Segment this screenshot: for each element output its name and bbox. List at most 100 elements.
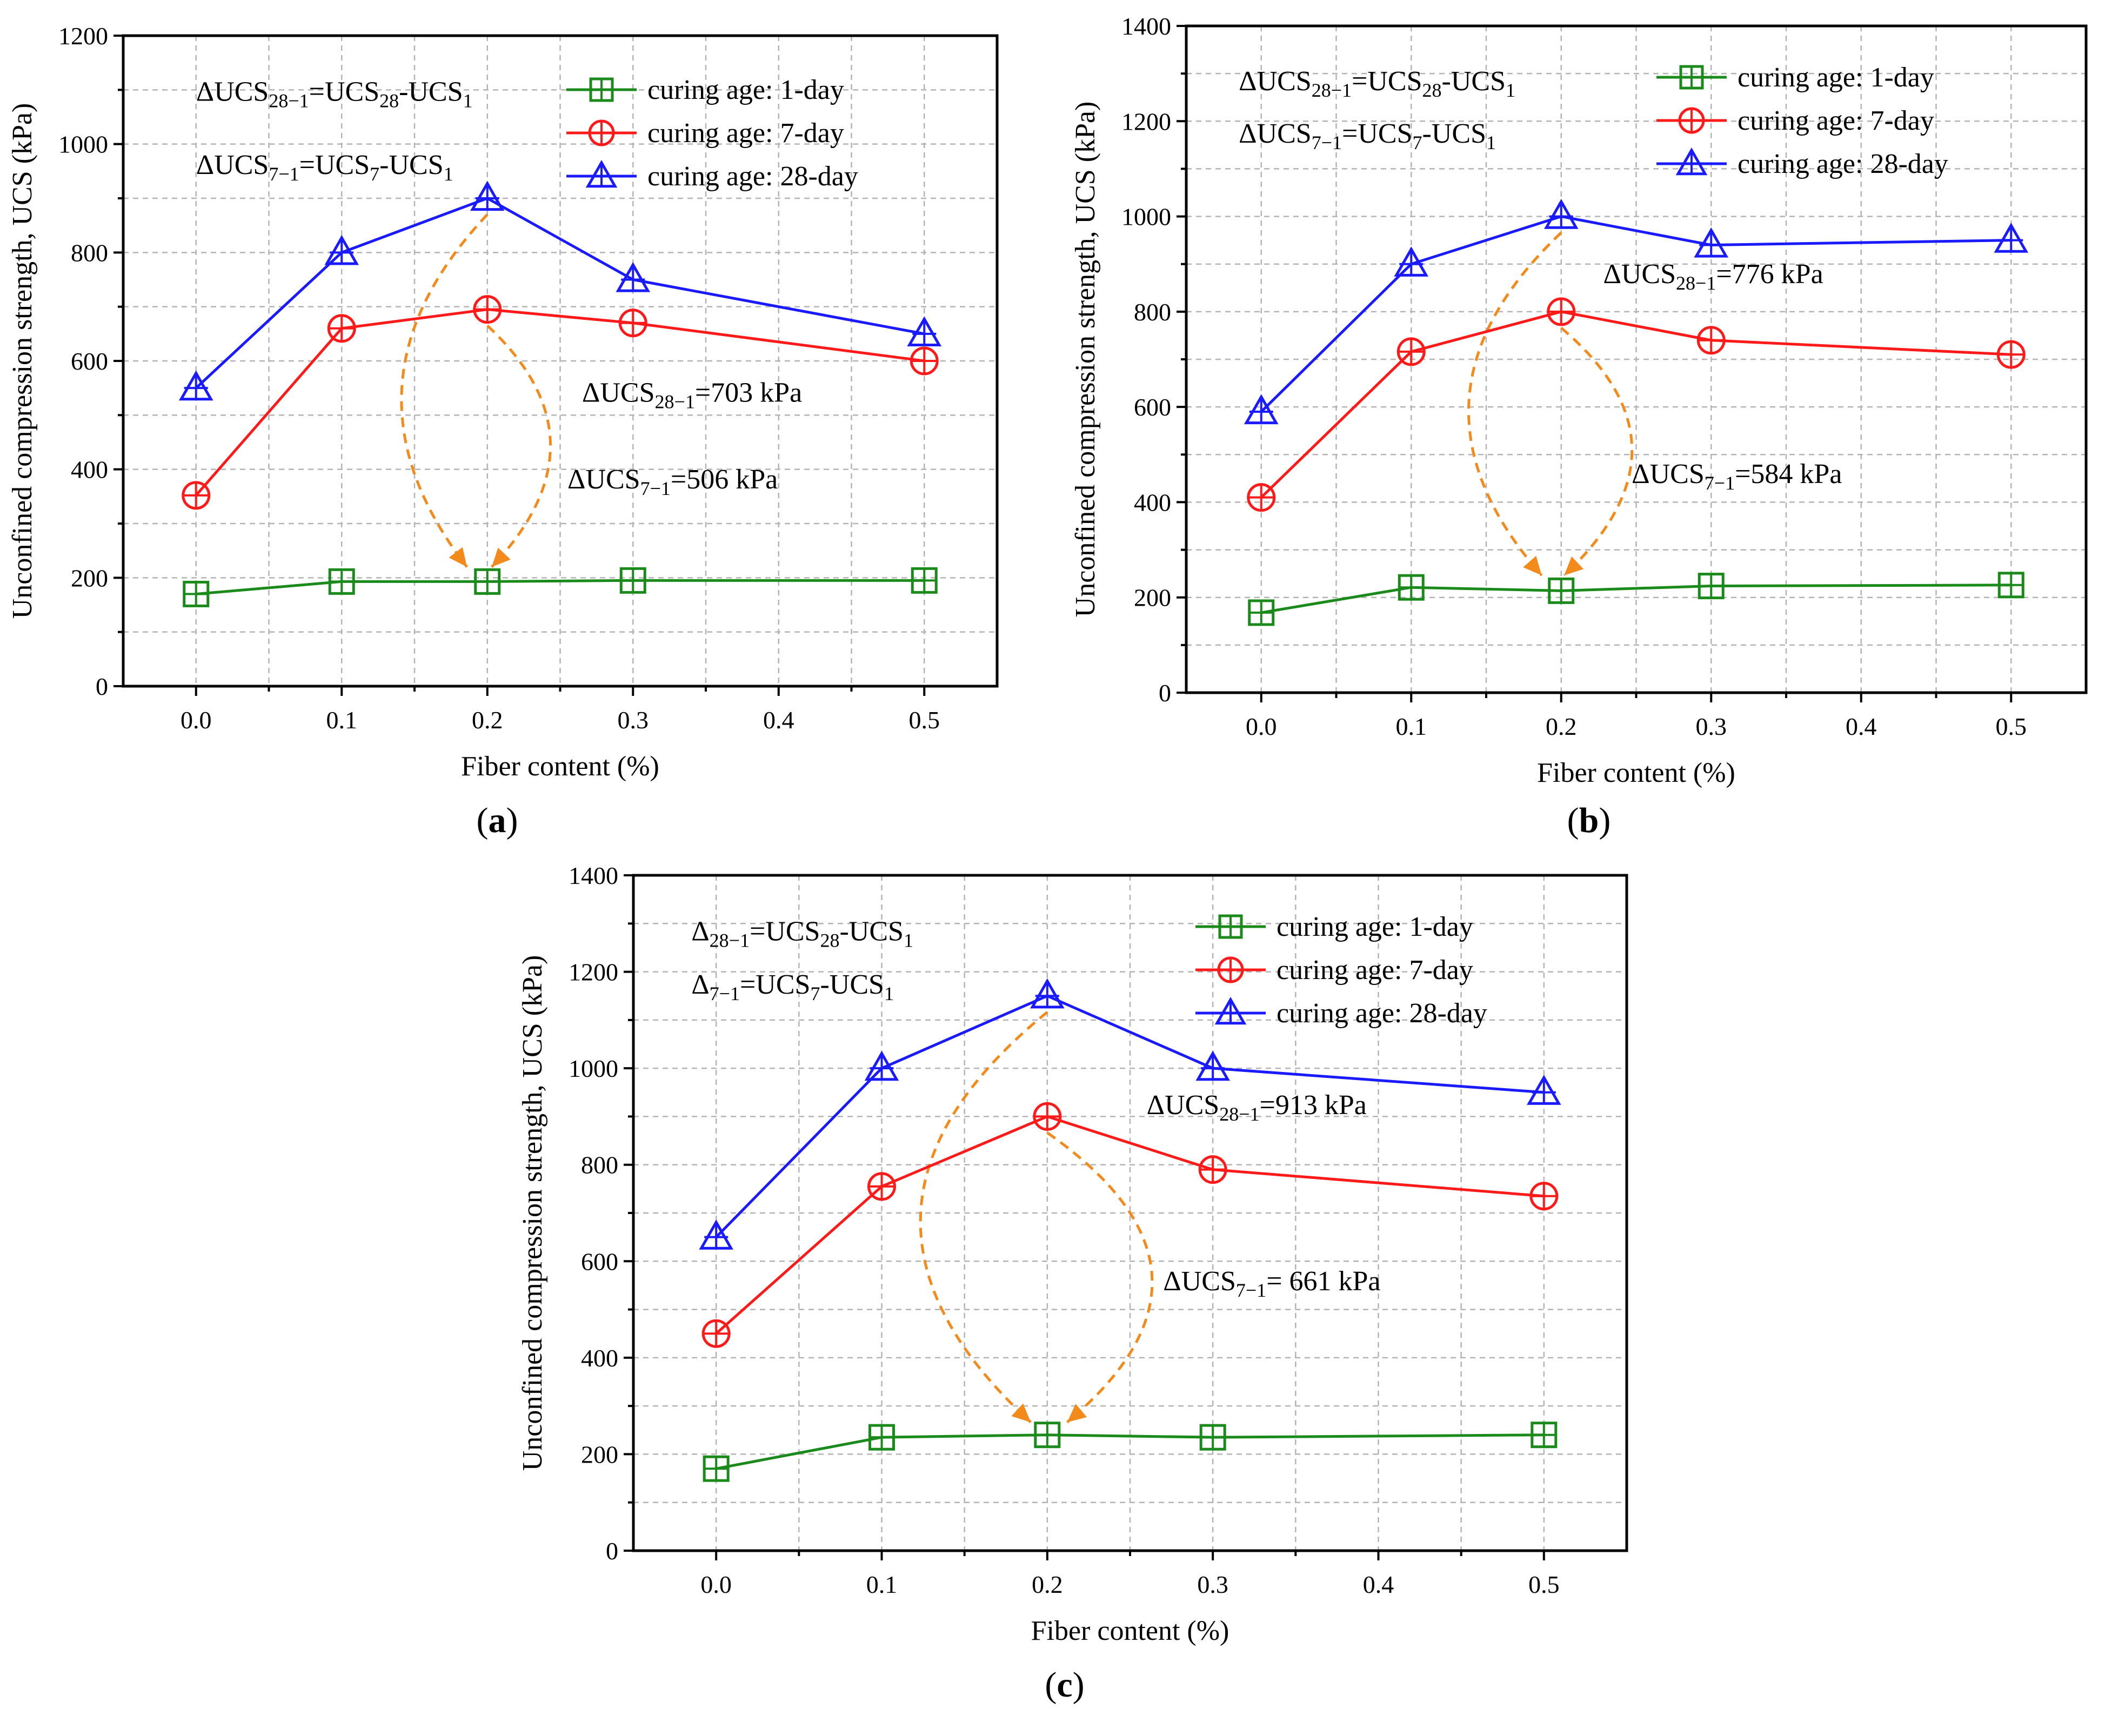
marker-circle (1996, 340, 2026, 369)
marker-circle (1396, 337, 1426, 366)
x-tick-label: 0.4 (1846, 713, 1877, 740)
annotation-def28: ΔUCS28−1=UCS28-UCS1 (196, 76, 473, 111)
legend-label: curing age: 28-day (1277, 998, 1487, 1029)
annotation-text: ΔUCS (1239, 66, 1312, 97)
annotation-text: -UCS (820, 969, 884, 1000)
y-tick-label: 200 (71, 564, 108, 592)
y-tick-label: 0 (606, 1537, 618, 1565)
marker-circle (473, 295, 502, 324)
marker-circle (1033, 1102, 1062, 1131)
annotation-text: Δ (691, 969, 709, 1000)
y-axis-title: Unconfined compression strength, UCS (kP… (517, 955, 548, 1471)
annotation-text: =UCS (1352, 66, 1422, 97)
annotation-text: =776 kPa (1716, 259, 1823, 290)
y-tick-label: 200 (1134, 584, 1171, 612)
annotation-subscript: 28−1 (1312, 79, 1352, 101)
series-line-square (1261, 584, 2012, 614)
x-tick-label: 0.3 (618, 706, 649, 734)
x-axis-title: Fiber content (%) (461, 751, 659, 782)
y-tick-label: 600 (581, 1248, 618, 1275)
x-tick-label: 0.5 (1528, 1571, 1560, 1598)
difference-arrow (1046, 1131, 1154, 1424)
annotation-text: =UCS (1342, 118, 1412, 149)
arrow-head (1011, 1403, 1031, 1423)
x-tick-label: 0.1 (1396, 713, 1427, 740)
annotation-text: =703 kPa (695, 377, 802, 408)
annotation-text: ΔUCS (1239, 118, 1312, 149)
marker-circle (1529, 1182, 1559, 1211)
x-tick-label: 0.2 (472, 706, 503, 734)
annotation-val28: ΔUCS28−1=776 kPa (1603, 259, 1823, 294)
annotation-subscript: 1 (904, 930, 913, 951)
y-tick-label: 1000 (58, 131, 108, 158)
marker-circle (1198, 1155, 1227, 1184)
marker-circle (588, 119, 615, 146)
y-tick-label: 1200 (1121, 108, 1171, 135)
annotation-text: -UCS (1442, 66, 1506, 97)
annotation-text: =913 kPa (1260, 1090, 1367, 1121)
y-tick-label: 800 (71, 239, 108, 266)
annotation-text: -UCS (379, 150, 443, 180)
x-tick-label: 0.1 (326, 706, 358, 734)
marker-circle (867, 1172, 896, 1201)
y-tick-label: 0 (96, 673, 108, 700)
y-tick-label: 1200 (569, 959, 618, 986)
legend-label: curing age: 1-day (1738, 62, 1934, 93)
panel-label: (a) (477, 801, 518, 840)
chart-panel-c: 0 200 400 600 800 1000 1200 1400 0.0 0.1 0.2 0.3 0.4… (517, 862, 1628, 1705)
annotation-text: ΔUCS (1603, 259, 1676, 290)
annotation-subscript: 1 (444, 163, 453, 185)
y-tick-label: 600 (1134, 393, 1171, 421)
x-tick-label: 0.2 (1546, 713, 1577, 740)
chart-panel-a: 0 200 400 600 800 1000 1200 0.0 0.1 0.2 0.3 0.4 0.5 F… (7, 22, 999, 840)
annotation-def28: Δ28−1=UCS28-UCS1 (691, 916, 913, 951)
difference-arrow (400, 213, 489, 568)
annotation-text: ΔUCS (582, 377, 655, 408)
arrow-head (1523, 555, 1542, 575)
y-axis-title: Unconfined compression strength, UCS (kP… (7, 103, 38, 619)
legend-label: curing age: 7-day (1738, 105, 1934, 136)
y-tick-label: 400 (1134, 488, 1171, 516)
x-tick-label: 0.3 (1696, 713, 1727, 740)
annotation-text: = 661 kPa (1266, 1266, 1380, 1297)
annotation-subscript: 28−1 (710, 930, 750, 951)
x-tick-label: 0.2 (1032, 1571, 1063, 1598)
annotation-text: =UCS (299, 150, 370, 180)
annotation-subscript: 7−1 (710, 983, 740, 1004)
x-tick-label: 0.1 (866, 1571, 898, 1598)
marker-circle (701, 1319, 731, 1348)
series-line-triangle (1260, 215, 2012, 413)
y-tick-label: 800 (581, 1151, 618, 1179)
marker-circle (182, 481, 211, 510)
annotation-text: ΔUCS (567, 464, 640, 495)
annotation-text: ΔUCS (196, 150, 269, 180)
annotation-subscript: 7 (370, 163, 379, 185)
annotation-def7: Δ7−1=UCS7-UCS1 (691, 969, 894, 1004)
legend-label: curing age: 7-day (647, 118, 844, 149)
annotation-text: -UCS (399, 76, 463, 107)
arrow-head (449, 547, 467, 567)
y-tick-label: 1400 (1121, 12, 1171, 40)
arrow-head (1067, 1404, 1087, 1423)
annotation-subscript: 28 (820, 930, 839, 951)
annotation-subscript: 7−1 (640, 478, 671, 499)
annotation-subscript: 7−1 (1705, 472, 1735, 494)
annotation-subscript: 7−1 (1312, 132, 1342, 153)
arrow-head (1564, 556, 1584, 575)
panel-label: (c) (1045, 1665, 1084, 1705)
x-tick-label: 0.5 (1996, 713, 2027, 740)
annotation-subscript: 1 (1506, 79, 1515, 101)
annotation-val28: ΔUCS28−1=913 kPa (1147, 1090, 1367, 1125)
annotation-subscript: 7−1 (269, 163, 299, 185)
annotation-text: =506 kPa (671, 464, 778, 495)
annotation-def7: ΔUCS7−1=UCS7-UCS1 (196, 150, 453, 185)
annotation-subscript: 28−1 (655, 391, 695, 412)
x-axis-title: Fiber content (%) (1537, 758, 1735, 788)
chart-panel-b: 0 200 400 600 800 1000 1200 1400 0.0 0.1 0.2 0.3 0.4… (1070, 12, 2088, 840)
legend-label: curing age: 28-day (647, 161, 858, 192)
y-tick-label: 800 (1134, 298, 1171, 326)
annotation-val7: ΔUCS7−1=506 kPa (567, 464, 778, 499)
annotation-subscript: 7 (810, 983, 820, 1004)
marker-circle (910, 346, 939, 376)
annotation-text: =UCS (740, 969, 810, 1000)
